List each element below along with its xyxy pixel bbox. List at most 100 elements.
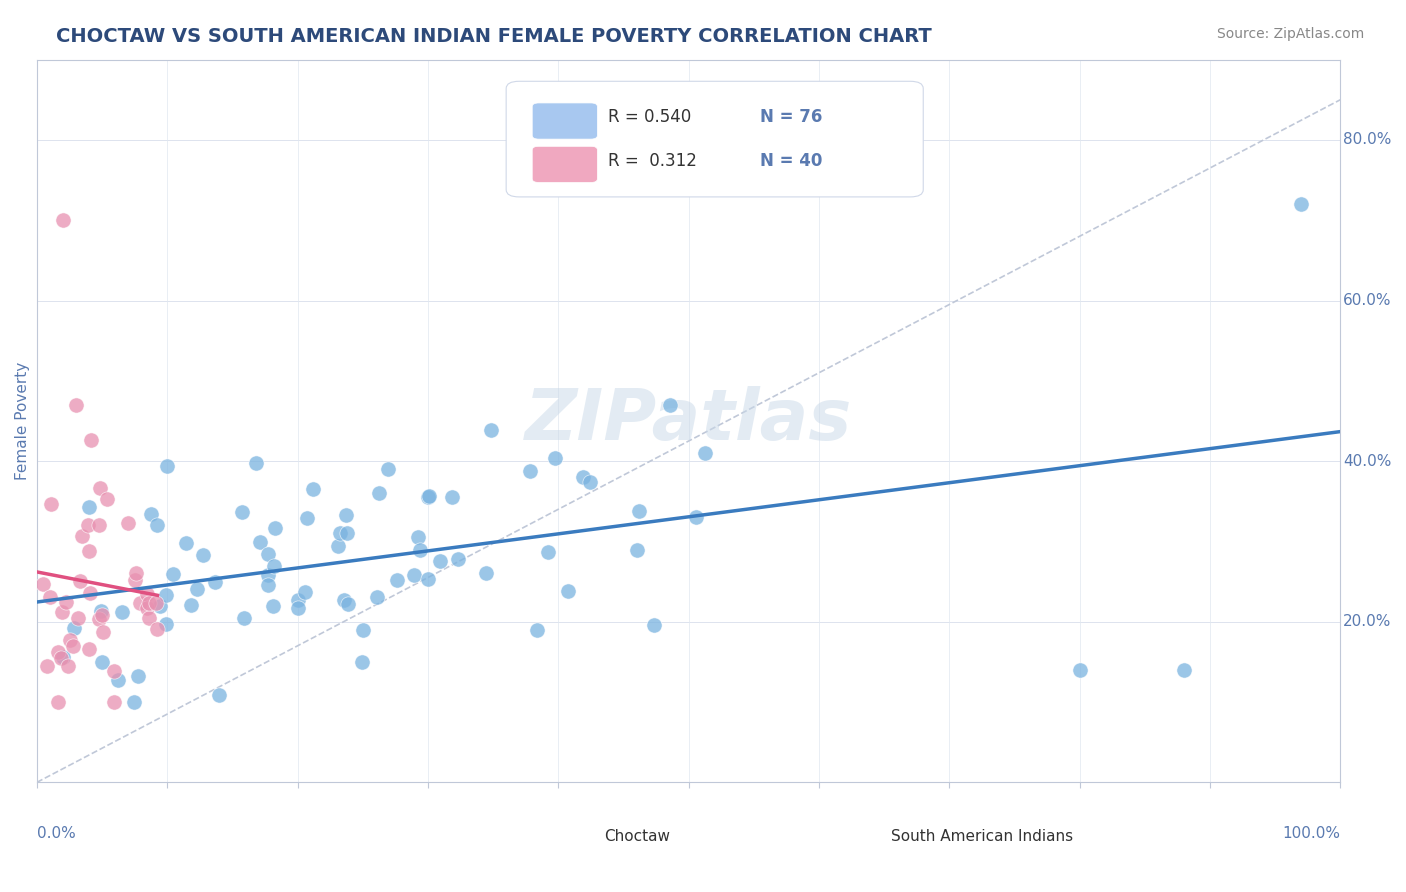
South American Indians <box>129 597 152 611</box>
South American Indians <box>39 497 62 511</box>
South American Indians <box>59 632 82 647</box>
Choctaw <box>111 605 134 619</box>
Choctaw <box>155 617 177 632</box>
South American Indians <box>136 601 159 615</box>
Choctaw <box>659 398 682 412</box>
South American Indians <box>51 605 73 619</box>
South American Indians <box>91 607 114 622</box>
South American Indians <box>58 659 80 673</box>
Choctaw <box>429 554 451 568</box>
Choctaw <box>295 511 318 525</box>
Choctaw <box>162 566 184 581</box>
Choctaw <box>52 649 75 664</box>
South American Indians <box>117 516 139 530</box>
South American Indians <box>146 622 169 636</box>
Choctaw <box>257 578 280 592</box>
Choctaw <box>404 568 426 582</box>
Choctaw <box>302 482 325 496</box>
Choctaw <box>406 529 429 543</box>
FancyBboxPatch shape <box>506 81 924 197</box>
FancyBboxPatch shape <box>530 828 586 849</box>
FancyBboxPatch shape <box>533 146 598 183</box>
Choctaw <box>148 599 170 614</box>
Choctaw <box>287 592 309 607</box>
Choctaw <box>79 500 101 514</box>
South American Indians <box>89 611 111 625</box>
Choctaw <box>294 585 316 599</box>
Text: 100.0%: 100.0% <box>1282 826 1340 840</box>
Choctaw <box>1173 663 1195 677</box>
Text: 60.0%: 60.0% <box>1343 293 1392 308</box>
Choctaw <box>337 597 360 611</box>
Choctaw <box>368 486 391 500</box>
South American Indians <box>38 591 60 605</box>
Choctaw <box>249 535 271 549</box>
South American Indians <box>79 641 101 656</box>
South American Indians <box>35 658 58 673</box>
Text: 80.0%: 80.0% <box>1343 132 1392 147</box>
Text: CHOCTAW VS SOUTH AMERICAN INDIAN FEMALE POVERTY CORRELATION CHART: CHOCTAW VS SOUTH AMERICAN INDIAN FEMALE … <box>56 27 932 45</box>
South American Indians <box>145 596 167 610</box>
Choctaw <box>418 489 440 503</box>
Choctaw <box>693 446 716 460</box>
Choctaw <box>204 574 226 589</box>
Choctaw <box>544 451 567 466</box>
Text: Choctaw: Choctaw <box>605 829 669 844</box>
Choctaw <box>180 598 202 612</box>
Choctaw <box>174 536 197 550</box>
Text: ZIPatlas: ZIPatlas <box>524 386 852 456</box>
Choctaw <box>186 582 208 596</box>
Choctaw <box>326 539 349 553</box>
Choctaw <box>245 456 267 470</box>
South American Indians <box>66 611 89 625</box>
South American Indians <box>135 587 157 601</box>
Choctaw <box>90 604 112 618</box>
South American Indians <box>62 640 84 654</box>
Text: N = 76: N = 76 <box>761 109 823 127</box>
Choctaw <box>627 504 650 518</box>
South American Indians <box>79 586 101 600</box>
Choctaw <box>537 545 560 559</box>
South American Indians <box>93 625 115 640</box>
South American Indians <box>103 664 125 678</box>
Choctaw <box>447 552 470 566</box>
Choctaw <box>107 673 129 687</box>
Choctaw <box>233 611 256 625</box>
South American Indians <box>138 611 160 625</box>
Choctaw <box>685 510 707 524</box>
Choctaw <box>572 470 595 484</box>
Choctaw <box>557 583 579 598</box>
Choctaw <box>191 548 214 562</box>
South American Indians <box>124 573 146 587</box>
Choctaw <box>257 568 280 582</box>
South American Indians <box>87 518 110 533</box>
Choctaw <box>408 543 430 558</box>
Choctaw <box>440 490 463 504</box>
South American Indians <box>65 398 87 412</box>
Choctaw <box>263 559 285 574</box>
Choctaw <box>329 526 352 541</box>
South American Indians <box>72 529 94 543</box>
Choctaw <box>519 464 541 478</box>
Choctaw <box>122 695 145 709</box>
Text: N = 40: N = 40 <box>761 152 823 169</box>
Choctaw <box>336 526 359 541</box>
South American Indians <box>55 594 77 608</box>
Choctaw <box>1289 197 1312 211</box>
Choctaw <box>90 655 112 669</box>
South American Indians <box>46 695 69 709</box>
Y-axis label: Female Poverty: Female Poverty <box>15 362 30 480</box>
Choctaw <box>526 623 548 637</box>
Choctaw <box>1069 663 1091 677</box>
Choctaw <box>207 688 229 702</box>
Choctaw <box>335 508 357 523</box>
FancyBboxPatch shape <box>817 828 873 849</box>
Choctaw <box>366 590 388 604</box>
Choctaw <box>146 518 169 533</box>
South American Indians <box>52 213 75 227</box>
Choctaw <box>262 599 284 613</box>
South American Indians <box>89 482 111 496</box>
Choctaw <box>231 505 253 519</box>
South American Indians <box>138 595 160 609</box>
Choctaw <box>156 458 179 473</box>
